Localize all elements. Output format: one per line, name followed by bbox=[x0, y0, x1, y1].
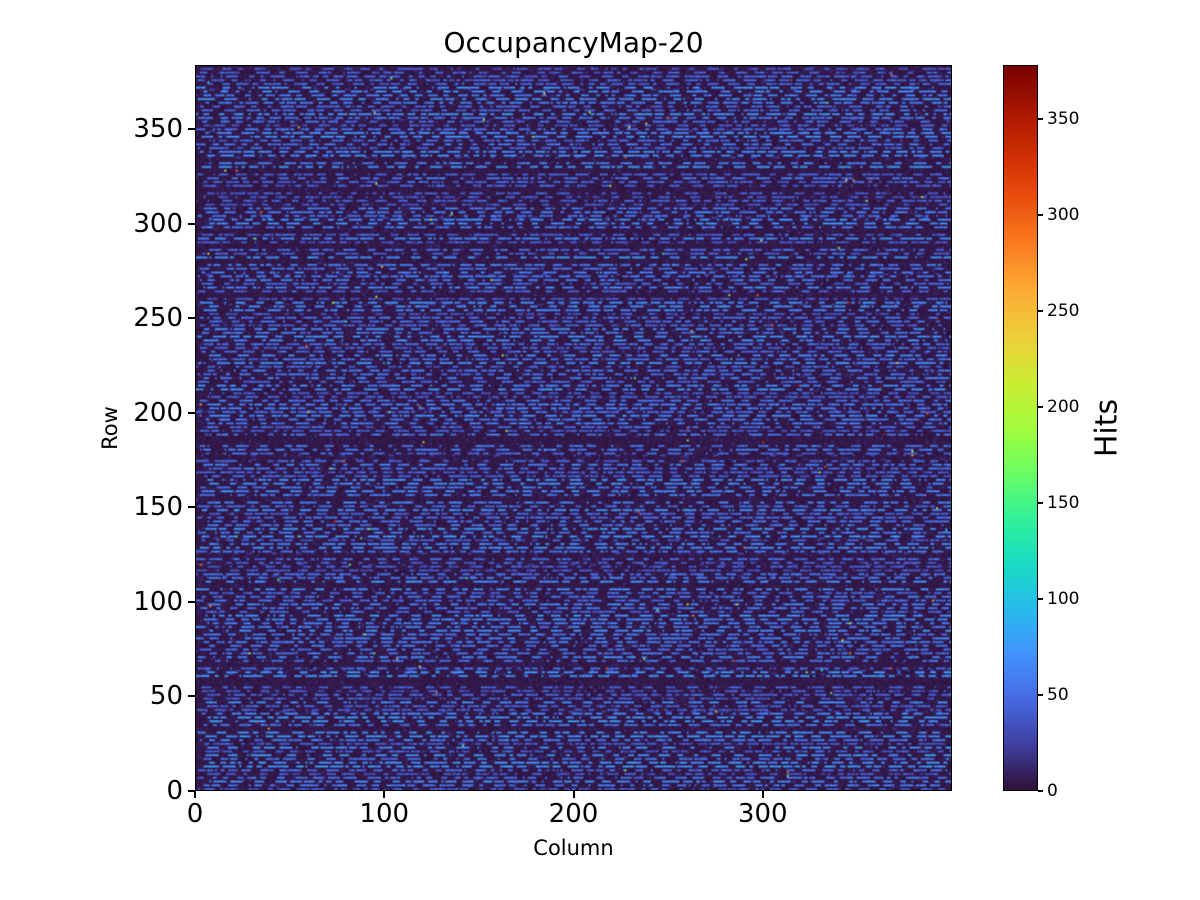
colorbar-tick-label: 350 bbox=[1047, 108, 1080, 129]
x-axis-label: Column bbox=[533, 836, 614, 860]
y-tick-mark bbox=[188, 411, 195, 414]
x-tick-label: 200 bbox=[548, 799, 599, 829]
x-tick-mark bbox=[194, 791, 196, 798]
x-tick-mark bbox=[383, 791, 386, 798]
colorbar bbox=[1003, 65, 1038, 791]
colorbar-tick-label: 100 bbox=[1047, 588, 1080, 609]
colorbar-tick-mark bbox=[1038, 117, 1043, 120]
y-tick-mark bbox=[188, 695, 195, 698]
y-tick-mark bbox=[188, 317, 195, 320]
x-tick-label: 100 bbox=[359, 799, 410, 829]
x-tick-label: 300 bbox=[737, 799, 788, 829]
heatmap-plot-area bbox=[195, 65, 952, 791]
y-tick-label: 300 bbox=[133, 208, 183, 239]
y-tick-label: 200 bbox=[133, 397, 183, 428]
colorbar-tick-mark bbox=[1038, 405, 1043, 408]
colorbar-tick-mark bbox=[1038, 790, 1043, 792]
colorbar-tick-label: 0 bbox=[1047, 781, 1058, 801]
y-tick-mark bbox=[188, 790, 195, 792]
y-tick-label: 150 bbox=[133, 492, 183, 523]
y-tick-mark bbox=[188, 128, 195, 131]
y-tick-label: 100 bbox=[133, 586, 183, 617]
colorbar-tick-label: 300 bbox=[1047, 204, 1080, 225]
x-tick-label: 0 bbox=[186, 799, 204, 829]
y-tick-label: 50 bbox=[149, 681, 183, 712]
colorbar-tick-mark bbox=[1038, 309, 1043, 312]
colorbar-tick-mark bbox=[1038, 213, 1043, 216]
heatmap-canvas bbox=[196, 66, 951, 790]
colorbar-tick-label: 50 bbox=[1047, 684, 1069, 705]
plot-title: OccupancyMap-20 bbox=[443, 26, 704, 59]
colorbar-canvas bbox=[1004, 66, 1037, 790]
y-tick-mark bbox=[188, 222, 195, 225]
colorbar-label: Hits bbox=[1089, 398, 1125, 458]
x-tick-mark bbox=[572, 791, 575, 798]
y-tick-mark bbox=[188, 600, 195, 603]
colorbar-tick-label: 200 bbox=[1047, 396, 1080, 417]
y-tick-label: 350 bbox=[133, 114, 183, 145]
colorbar-tick-mark bbox=[1038, 597, 1043, 600]
colorbar-tick-mark bbox=[1038, 501, 1043, 504]
colorbar-tick-label: 150 bbox=[1047, 492, 1080, 513]
y-tick-mark bbox=[188, 506, 195, 509]
y-axis-label: Row bbox=[98, 406, 122, 450]
colorbar-tick-mark bbox=[1038, 693, 1043, 696]
y-tick-label: 0 bbox=[166, 776, 183, 806]
colorbar-tick-label: 250 bbox=[1047, 300, 1080, 321]
y-tick-label: 250 bbox=[133, 303, 183, 334]
x-tick-mark bbox=[761, 791, 764, 798]
